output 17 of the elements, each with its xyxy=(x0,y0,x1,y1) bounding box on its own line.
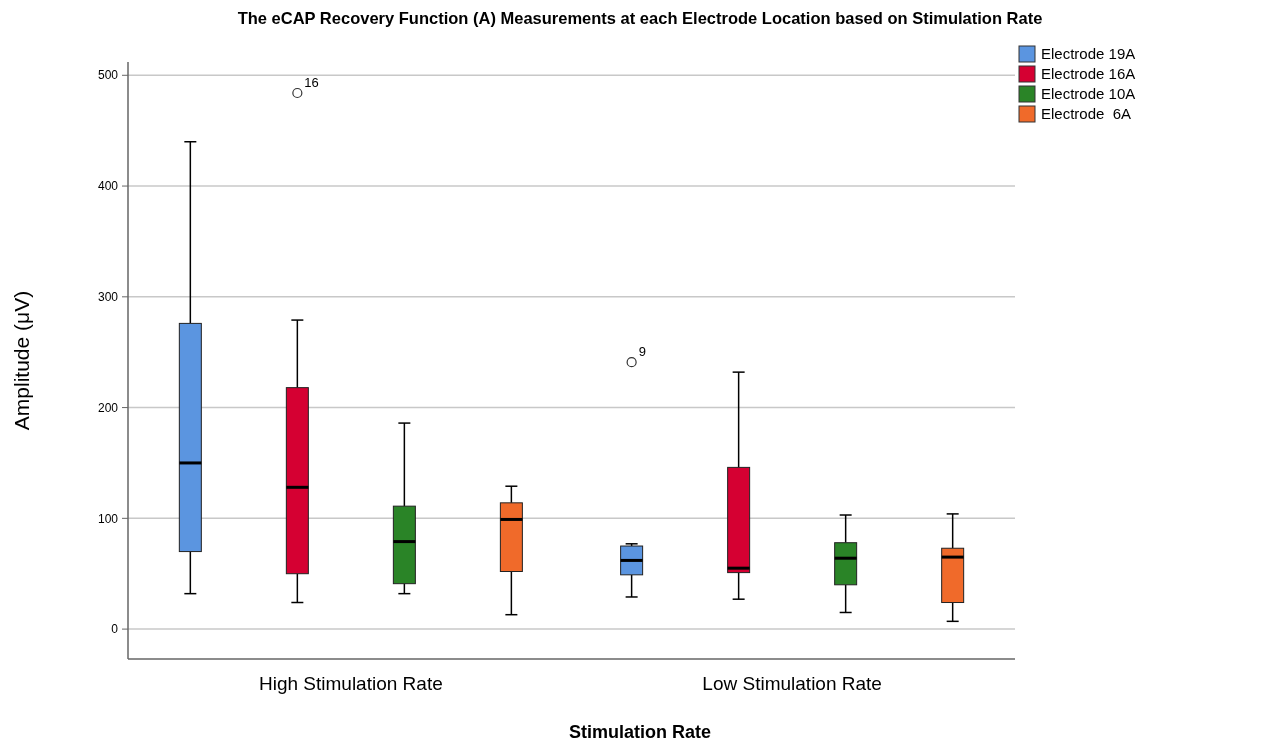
x-axis-title: Stimulation Rate xyxy=(568,722,712,742)
y-tick-label: 400 xyxy=(97,179,119,194)
y-axis-title: Amplitude (μV) xyxy=(10,290,33,431)
chart-title: The eCAP Recovery Function (A) Measurements at each Electrode Location based on Stimulation Rate xyxy=(237,9,1043,27)
annotation: 9 xyxy=(638,344,646,360)
legend-label: Electrode 6A xyxy=(1041,105,1132,122)
x-tick-label: Low Stimulation Rate xyxy=(702,673,882,694)
y-tick-label: 100 xyxy=(97,511,119,526)
y-tick-label: 0 xyxy=(111,622,119,637)
legend-label: Electrode 19A xyxy=(1041,45,1136,62)
y-tick-label: 500 xyxy=(97,68,119,83)
x-tick-label: High Stimulation Rate xyxy=(258,673,443,694)
legend-label: Electrode 10A xyxy=(1041,85,1136,102)
legend-label: Electrode 16A xyxy=(1041,65,1136,82)
y-tick-label: 200 xyxy=(97,400,119,415)
annotation: 16 xyxy=(304,75,319,91)
y-tick-label: 300 xyxy=(97,290,119,305)
